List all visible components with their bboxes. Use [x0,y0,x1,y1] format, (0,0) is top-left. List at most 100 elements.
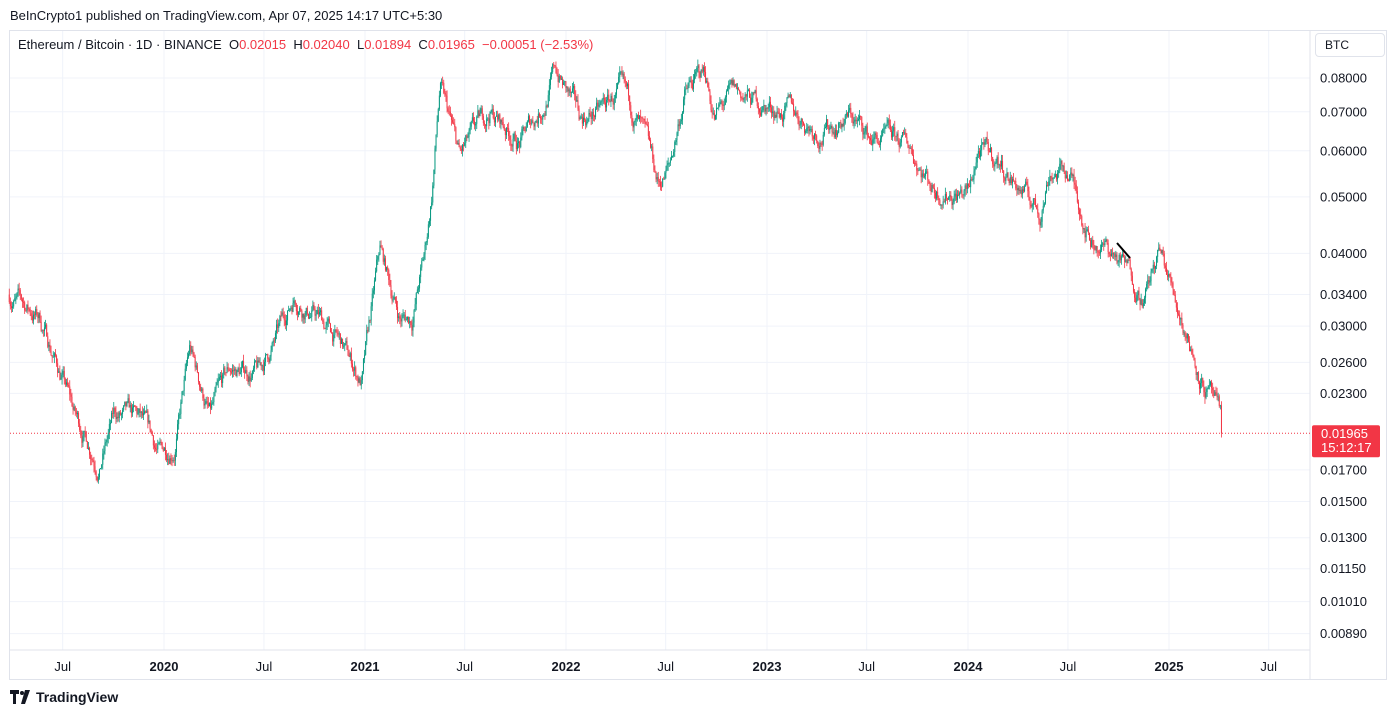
candle [834,129,836,138]
tradingview-logo[interactable]: TradingView [10,689,118,705]
candle [1189,341,1191,352]
candle [762,106,764,111]
candle [107,432,109,439]
candle [840,122,842,128]
candle [411,325,413,331]
candle [1026,181,1028,185]
candle [1186,333,1188,339]
candle [186,357,188,363]
candle [240,367,242,373]
candle [756,98,758,106]
candle [189,345,191,354]
candle [545,105,547,116]
candle [68,385,70,387]
candle [685,88,687,90]
candle [619,71,621,77]
candle [1028,191,1030,201]
candle [166,454,168,461]
candle [797,113,799,121]
currency-unit-button[interactable]: BTC [1315,33,1385,57]
candle [592,112,594,116]
candle [1154,266,1156,269]
candle [52,356,54,358]
candle [311,310,313,317]
candle [14,298,16,302]
candle [355,367,357,377]
candle [1124,256,1126,262]
candle [611,95,613,102]
candle [985,137,987,140]
candle [809,129,811,132]
candle [705,71,707,83]
candle [1174,294,1176,303]
x-tick-label: 2022 [552,659,581,674]
candle [492,108,494,118]
candle [778,112,780,118]
candle [813,134,815,139]
candle [1187,333,1189,342]
brand-name: TradingView [36,689,119,705]
candle [359,378,361,386]
candle [787,95,789,98]
candle [479,113,481,117]
candle [559,75,561,79]
candle [326,321,328,326]
candle [691,83,693,89]
candle [1202,378,1204,387]
candle [151,432,153,436]
candle [345,340,347,344]
candle [168,458,170,464]
candle [947,198,949,200]
candle [1192,353,1194,357]
candle [796,112,798,114]
candle [999,164,1001,167]
symbol-title[interactable]: Ethereum / Bitcoin · 1D · BINANCE [18,37,222,52]
candle [84,430,86,432]
y-tick-label: 0.08000 [1320,71,1367,86]
candle [27,304,29,309]
candle [1027,184,1029,192]
candle [595,108,597,118]
candle [338,333,340,335]
candle [623,73,625,80]
candle [1195,366,1197,376]
candle [438,95,440,110]
candle [170,458,172,461]
candle [255,360,257,362]
candle [266,353,268,355]
candle [549,76,551,86]
candle [304,315,306,320]
candle [831,126,833,133]
candle [15,296,17,299]
candle [567,87,569,92]
candle [155,447,157,450]
candle [521,129,523,138]
candle [634,119,636,123]
candle [639,115,641,120]
candle [179,413,181,415]
high-value: 0.02040 [302,37,350,52]
candle [368,320,370,331]
candle [1169,274,1171,277]
tradingview-logo-icon [10,690,30,704]
candle [871,140,873,146]
candle [274,333,276,341]
candle [668,162,670,164]
candle [41,330,43,332]
candle [488,118,490,124]
candle [223,367,225,375]
candle [453,122,455,125]
candle [62,370,64,375]
candle [348,355,350,357]
candle [360,380,362,386]
candle [401,317,403,322]
candle [1213,390,1215,396]
candle [87,447,89,449]
candle [676,133,678,140]
candle [897,133,899,141]
candle [508,128,510,136]
candle [607,94,609,101]
candle [464,142,466,146]
candle [245,370,247,374]
